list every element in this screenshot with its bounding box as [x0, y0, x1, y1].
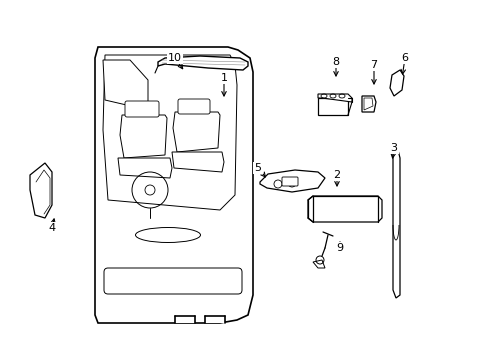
FancyBboxPatch shape: [281, 177, 297, 186]
Polygon shape: [361, 96, 375, 112]
Polygon shape: [103, 60, 148, 110]
Polygon shape: [363, 98, 372, 110]
Text: 6: 6: [401, 53, 408, 63]
FancyBboxPatch shape: [125, 101, 159, 117]
Polygon shape: [175, 316, 195, 323]
Polygon shape: [95, 47, 253, 323]
Text: 8: 8: [332, 57, 339, 67]
Text: 7: 7: [370, 60, 377, 70]
Text: 9: 9: [336, 243, 343, 253]
Polygon shape: [392, 150, 399, 298]
Text: 5: 5: [254, 163, 261, 173]
FancyBboxPatch shape: [178, 99, 210, 114]
Polygon shape: [259, 170, 324, 192]
Polygon shape: [389, 70, 403, 96]
FancyBboxPatch shape: [104, 268, 242, 294]
Polygon shape: [205, 316, 225, 323]
Polygon shape: [318, 98, 348, 115]
Polygon shape: [120, 115, 166, 158]
Polygon shape: [172, 152, 224, 172]
Text: 2: 2: [333, 170, 340, 180]
Text: 1: 1: [220, 73, 227, 83]
Polygon shape: [30, 163, 52, 218]
Polygon shape: [307, 196, 381, 222]
Polygon shape: [103, 55, 237, 210]
Text: 3: 3: [390, 143, 397, 153]
Text: 4: 4: [48, 223, 56, 233]
Text: 10: 10: [167, 53, 182, 63]
Polygon shape: [118, 158, 172, 178]
Polygon shape: [173, 112, 220, 152]
Polygon shape: [312, 260, 324, 268]
Polygon shape: [158, 56, 247, 70]
Polygon shape: [318, 94, 351, 102]
